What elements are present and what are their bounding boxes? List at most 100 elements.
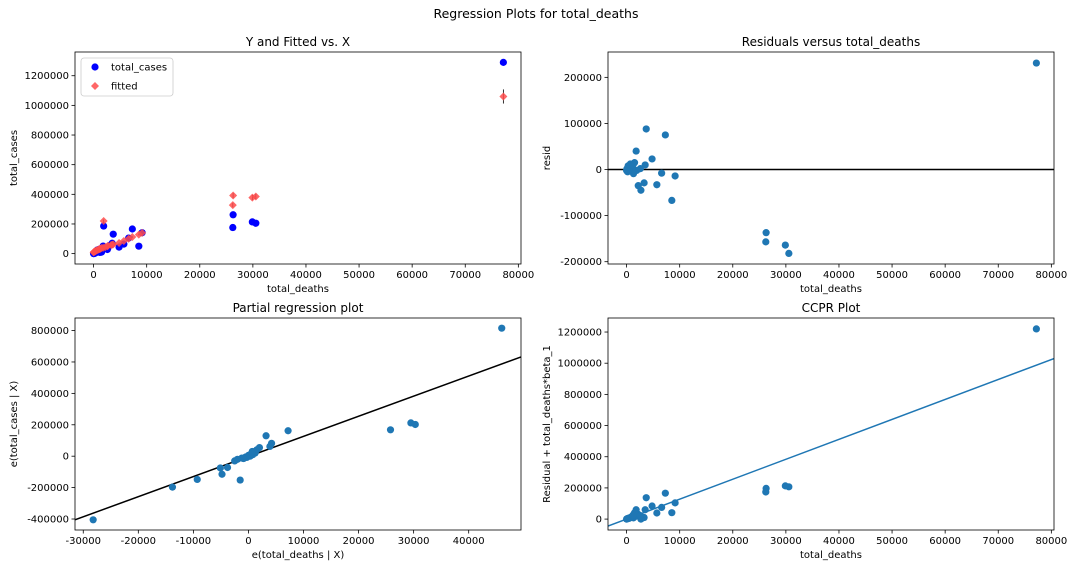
data-point <box>411 420 419 429</box>
axes-frame <box>74 317 522 531</box>
plot-area <box>89 58 508 258</box>
figure-suptitle: Regression Plots for total_deaths <box>433 6 638 21</box>
total-cases-point <box>128 225 136 233</box>
data-point <box>671 172 679 180</box>
fitted-point <box>89 248 98 257</box>
x-tick-label: -20000 <box>121 536 156 547</box>
x-axis-label: total_deaths <box>267 284 329 295</box>
data-point <box>658 169 666 177</box>
fitted-point <box>99 217 108 226</box>
y-tick-label: -400000 <box>27 515 69 526</box>
total-cases-point <box>229 223 237 232</box>
data-point <box>785 249 793 257</box>
data-point <box>498 324 506 332</box>
subplot-1: Y and Fitted vs. X 0 10000 20000 30000 40000 5… <box>9 35 534 295</box>
data-point <box>216 464 224 472</box>
total-cases-point <box>135 242 143 250</box>
data-point <box>668 196 676 204</box>
x-tick-label: 0 <box>90 270 96 281</box>
x-tick-label: 10000 <box>664 270 696 281</box>
data-point <box>636 512 644 520</box>
data-point <box>648 502 656 510</box>
x-tick-label: 10000 <box>131 270 163 281</box>
fitted-point <box>108 240 117 249</box>
x-tick-label: 0 <box>623 536 629 547</box>
x-tick-label: 80000 <box>1035 270 1067 281</box>
x-tick-label: 40000 <box>823 270 855 281</box>
total-cases-point <box>109 230 117 238</box>
x-tick-label: 30000 <box>770 536 802 547</box>
x-tick-label: 20000 <box>343 536 375 547</box>
data-point <box>641 506 649 514</box>
data-point <box>653 509 661 517</box>
y-tick-label: 0 <box>596 165 602 176</box>
total-cases-point <box>115 243 123 251</box>
y-tick-label: 1000000 <box>24 101 69 112</box>
x-tick-label: 30000 <box>770 270 802 281</box>
fitted-point <box>499 92 508 101</box>
x-tick-label: 20000 <box>184 270 216 281</box>
data-point <box>634 182 642 190</box>
data-point <box>284 427 292 435</box>
y-tick-label: 200000 <box>31 219 69 230</box>
y-tick-label: -200000 <box>27 483 69 494</box>
data-point <box>236 476 244 484</box>
data-point <box>622 166 631 175</box>
data-point <box>653 181 661 189</box>
x-tick-label: 0 <box>623 270 629 281</box>
fitted-point <box>228 201 237 210</box>
y-tick-label: 200000 <box>564 73 602 84</box>
y-tick-label: 400000 <box>31 389 69 400</box>
y-tick-label: 400000 <box>564 452 602 463</box>
y-axis-label: resid <box>542 146 553 170</box>
y-tick-label: 100000 <box>564 119 602 130</box>
subplot-title: CCPR Plot <box>802 301 861 315</box>
data-point <box>239 454 248 463</box>
y-tick-label: 1200000 <box>557 328 602 339</box>
axes-frame <box>607 51 1055 265</box>
y-axis-label: e(total_cases | X) <box>9 381 20 468</box>
subplot-2: Residuals versus total_deaths 0 10000 20000… <box>542 35 1067 295</box>
total-cases-point <box>248 218 256 226</box>
total-cases-point <box>499 58 507 66</box>
x-tick-label: 70000 <box>982 536 1014 547</box>
subplot-title: Y and Fitted vs. X <box>245 35 350 49</box>
data-point <box>629 511 637 519</box>
data-point <box>642 494 650 502</box>
plot-area <box>608 325 1054 527</box>
fitted-point <box>134 230 143 239</box>
data-point <box>762 238 770 246</box>
fitted-point <box>229 191 238 200</box>
x-tick-label: -30000 <box>66 536 101 547</box>
y-tick-label: 0 <box>63 249 69 260</box>
axes-frame <box>607 317 1055 531</box>
x-tick-label: 10000 <box>288 536 320 547</box>
data-point <box>762 229 770 237</box>
y-tick-label: 600000 <box>31 160 69 171</box>
data-point <box>661 489 669 497</box>
subplot-4: CCPR Plot 0 10000 20000 30000 40000 50000 60000… <box>542 301 1067 561</box>
x-axis-label: total_deaths <box>800 284 862 295</box>
x-tick-label: 20000 <box>717 270 749 281</box>
x-tick-label: 40000 <box>453 536 485 547</box>
x-tick-label: 50000 <box>343 270 375 281</box>
data-point <box>218 470 226 478</box>
legend-marker-total-cases <box>91 63 99 71</box>
data-point <box>661 131 669 139</box>
data-point <box>223 463 232 472</box>
y-axis-label: total_cases <box>9 130 20 186</box>
data-point <box>781 241 789 249</box>
subplot-3: Partial regression plot -30000 -20000 -1000… <box>9 301 522 561</box>
y-tick-label: 1200000 <box>24 71 69 82</box>
x-tick-label: 50000 <box>876 270 908 281</box>
y-tick-label: 1000000 <box>557 359 602 370</box>
data-point <box>781 482 789 490</box>
x-tick-label: 30000 <box>398 536 430 547</box>
data-point <box>648 155 656 163</box>
data-point <box>248 447 256 456</box>
y-tick-label: 600000 <box>31 357 69 368</box>
x-tick-label: 0 <box>245 536 251 547</box>
y-tick-label: 400000 <box>31 190 69 201</box>
data-point <box>642 125 650 133</box>
